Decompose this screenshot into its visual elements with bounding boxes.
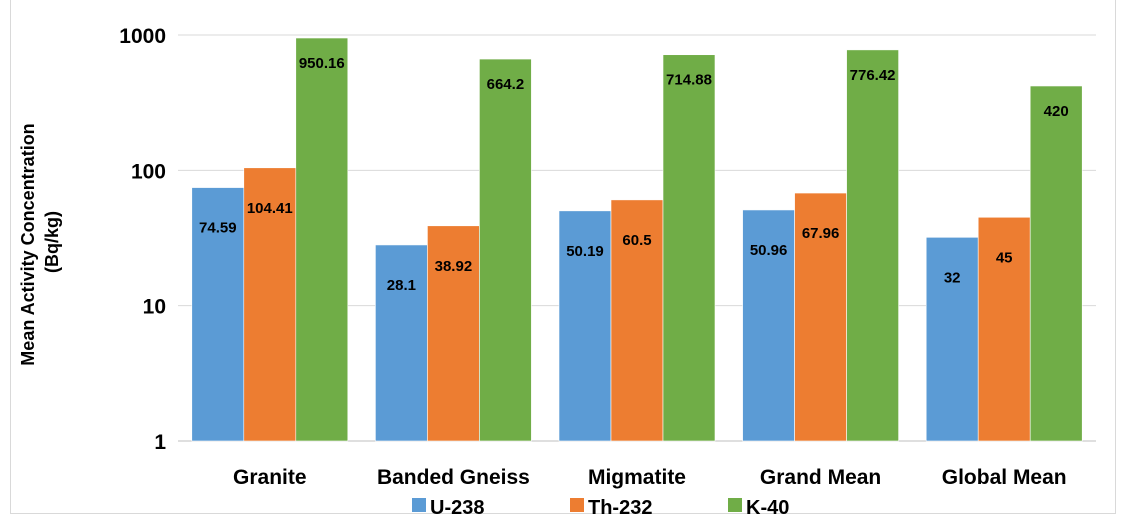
y-axis-title-line-2: (Bq/kg) bbox=[42, 211, 62, 273]
category-label: Grand Mean bbox=[760, 466, 881, 489]
category-label: Banded Gneiss bbox=[377, 466, 530, 489]
y-tick-label: 100 bbox=[131, 160, 166, 183]
data-label: 776.42 bbox=[850, 67, 896, 84]
legend-label: K-40 bbox=[746, 497, 789, 515]
bar bbox=[375, 244, 428, 442]
data-label: 67.96 bbox=[802, 225, 840, 242]
bar bbox=[925, 237, 979, 442]
data-label: 60.5 bbox=[622, 232, 651, 249]
data-label: 38.92 bbox=[435, 258, 473, 275]
bar bbox=[427, 225, 480, 442]
data-label: 664.2 bbox=[487, 76, 525, 93]
data-label: 104.41 bbox=[247, 200, 293, 217]
legend: U-238 Th-232 K-40 bbox=[412, 497, 789, 515]
chart-frame bbox=[10, 0, 1116, 514]
bar bbox=[243, 167, 297, 442]
bar bbox=[558, 210, 612, 442]
bar bbox=[1029, 85, 1083, 442]
data-label: 28.1 bbox=[387, 277, 416, 294]
data-label: 420 bbox=[1044, 103, 1069, 120]
data-label: 50.96 bbox=[750, 242, 788, 259]
bar bbox=[742, 209, 795, 442]
bar bbox=[295, 37, 349, 442]
data-label: 32 bbox=[944, 269, 961, 286]
legend-label: Th-232 bbox=[588, 497, 652, 515]
category-label: Migmatite bbox=[588, 466, 686, 489]
category-label: Granite bbox=[233, 466, 307, 489]
legend-swatch bbox=[728, 498, 742, 512]
bar bbox=[977, 216, 1031, 442]
y-axis-title: Mean Activity Concentration (Bq/kg) bbox=[18, 118, 62, 365]
data-label: 714.88 bbox=[666, 72, 712, 89]
y-axis-title-text: Mean Activity Concentration (Bq/kg) bbox=[18, 118, 62, 365]
bar bbox=[794, 192, 847, 442]
y-axis-ticks: 1 10 100 1000 bbox=[119, 25, 166, 454]
bar bbox=[479, 58, 532, 442]
bar bbox=[191, 187, 245, 442]
data-label: 50.19 bbox=[566, 243, 604, 260]
y-tick-label: 10 bbox=[143, 296, 166, 319]
bar bbox=[662, 54, 716, 442]
y-axis-title-line-1: Mean Activity Concentration bbox=[18, 123, 38, 365]
bars bbox=[191, 37, 1083, 442]
y-tick-label: 1000 bbox=[119, 25, 166, 48]
data-label: 950.16 bbox=[299, 55, 345, 72]
data-labels: 74.59 104.41 950.16 28.1 38.92 664.2 50.19 60.5… bbox=[199, 55, 1069, 294]
legend-label: U-238 bbox=[430, 497, 484, 515]
x-axis-categories: Granite Banded Gneiss Migmatite Grand Mean G… bbox=[233, 466, 1067, 489]
bar bbox=[846, 49, 899, 442]
category-label: Global Mean bbox=[942, 466, 1067, 489]
y-tick-label: 1 bbox=[154, 431, 166, 454]
legend-swatch bbox=[570, 498, 584, 512]
data-label: 45 bbox=[996, 249, 1013, 266]
data-label: 74.59 bbox=[199, 220, 237, 237]
legend-swatch bbox=[412, 498, 426, 512]
